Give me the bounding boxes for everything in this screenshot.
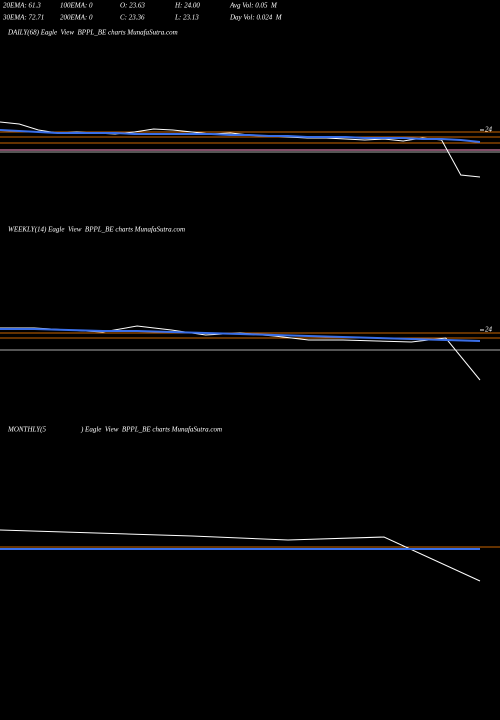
indicator-label: L: 23.13: [174, 14, 199, 22]
indicator-label: 100EMA: 0: [60, 2, 93, 10]
indicator-label: H: 24.00: [174, 2, 200, 10]
indicator-label: Avg Vol: 0.05 M: [229, 2, 278, 10]
indicator-label: 200EMA: 0: [60, 14, 93, 22]
panel-title: WEEKLY(14) Eagle View BPPL_BE charts Mun…: [8, 226, 185, 234]
price-line: [0, 328, 481, 342]
indicator-label: 20EMA: 61.3: [3, 2, 41, 10]
price-line: [0, 529, 481, 582]
indicator-label: C: 23.36: [120, 14, 145, 22]
price-line: [0, 129, 481, 143]
indicator-label: O: 23.63: [120, 2, 145, 10]
y-tick-label: 24: [485, 326, 493, 334]
indicator-label: 30EMA: 72.71: [2, 14, 44, 22]
panel-title: DAILY(68) Eagle View BPPL_BE charts Muna…: [7, 29, 178, 37]
y-tick-label: 24: [485, 126, 493, 134]
indicator-label: Day Vol: 0.024 M: [229, 14, 283, 22]
panel-title: MONTHLY(5 ) Eagle View BPPL_BE charts Mu…: [7, 426, 222, 434]
